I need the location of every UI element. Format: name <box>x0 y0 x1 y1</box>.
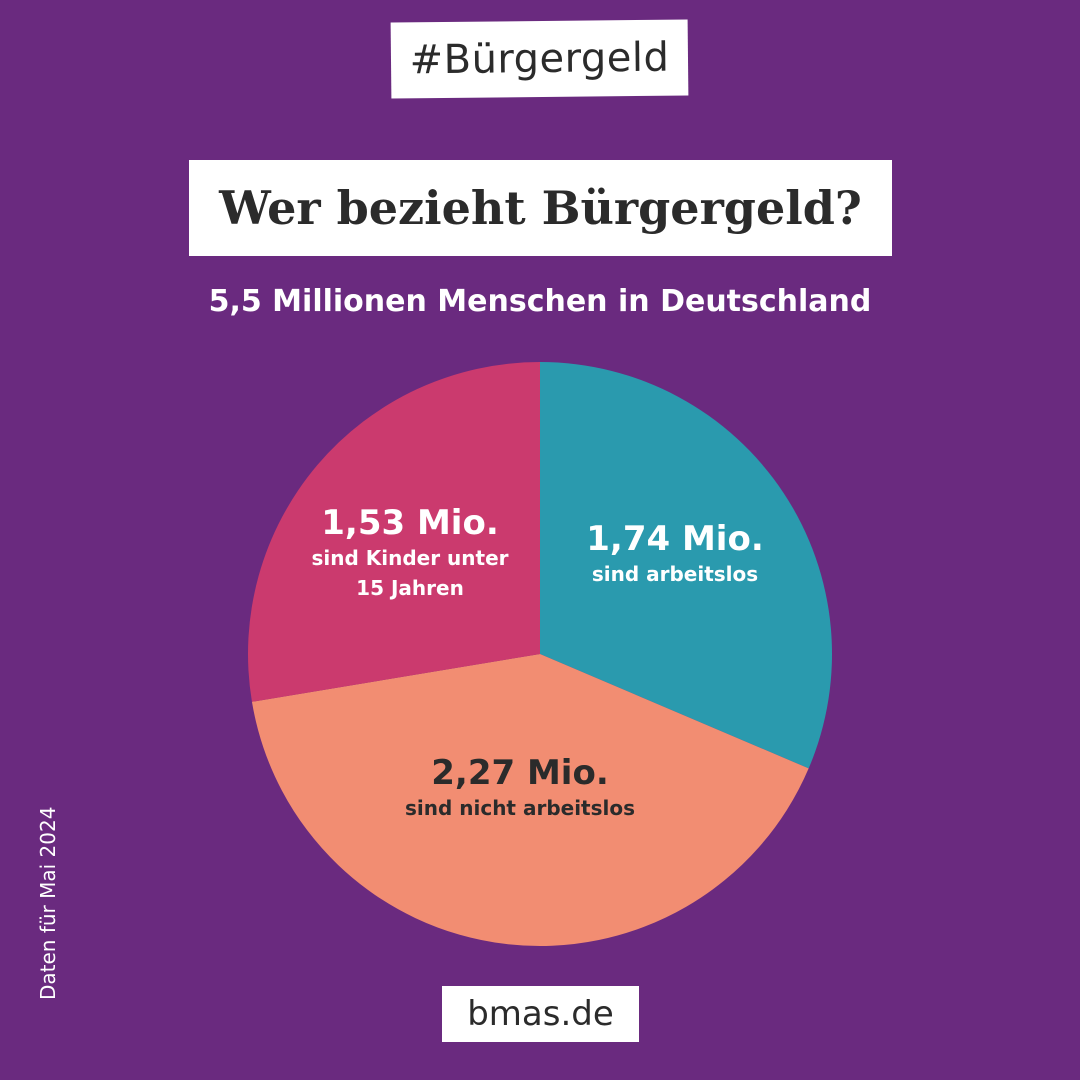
pie-slice-arbeitslos <box>540 362 832 769</box>
slice-value-kinder: 1,53 Mio. <box>321 503 499 543</box>
chart-subtitle: 5,5 Millionen Menschen in Deutschland <box>208 284 872 319</box>
footer-link-text: bmas.de <box>467 994 614 1034</box>
slice-label-kinder: 1,53 Mio. sind Kinder unter 15 Jahren <box>290 503 530 603</box>
footer-badge: bmas.de <box>442 986 639 1042</box>
slice-label-arbeitslos: 1,74 Mio. sind arbeitslos <box>560 519 790 589</box>
slice-desc-kinder-line1: sind Kinder unter <box>311 546 509 571</box>
pie-slice-nicht-arbeitslos <box>251 654 809 946</box>
slice-desc-kinder-line2: 15 Jahren <box>356 576 464 601</box>
title-banner: Wer bezieht Bürgergeld? <box>189 160 892 256</box>
slice-label-nicht-arbeitslos: 2,27 Mio. sind nicht arbeitslos <box>360 753 680 823</box>
data-date-note: Daten für Mai 2024 <box>36 806 60 1000</box>
slice-desc-nicht-arbeitslos: sind nicht arbeitslos <box>404 796 636 821</box>
slice-desc-arbeitslos: sind arbeitslos <box>591 562 759 587</box>
pie-slice-kinder <box>248 362 540 702</box>
slice-value-arbeitslos: 1,74 Mio. <box>586 519 764 559</box>
page-title: Wer bezieht Bürgergeld? <box>219 181 862 235</box>
slice-value-nicht-arbeitslos: 2,27 Mio. <box>431 753 609 793</box>
